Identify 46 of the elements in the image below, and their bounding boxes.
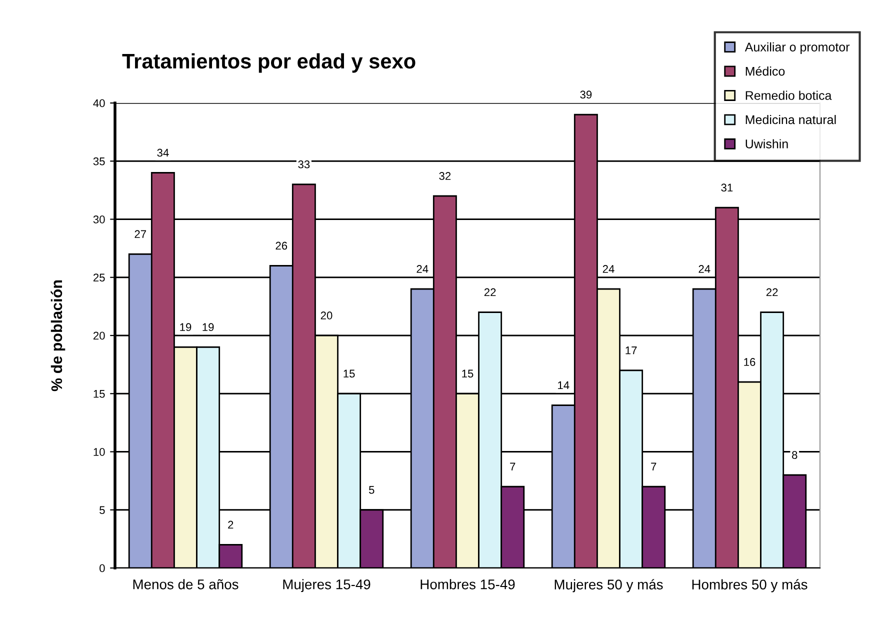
y-tick-label: 35 bbox=[93, 157, 105, 166]
data-label: 19 bbox=[180, 323, 192, 332]
legend-label: Medicina natural bbox=[746, 114, 836, 124]
data-label: 34 bbox=[157, 148, 169, 157]
data-label: 33 bbox=[298, 160, 310, 168]
data-label: 22 bbox=[484, 288, 496, 296]
data-label: 16 bbox=[744, 358, 756, 366]
legend-label: Auxiliar o promotor bbox=[744, 42, 850, 54]
data-label: 7 bbox=[510, 462, 516, 470]
data-label: 8 bbox=[792, 451, 798, 459]
data-label: 24 bbox=[416, 265, 428, 273]
data-label: 14 bbox=[558, 381, 570, 390]
data-label: 5 bbox=[368, 486, 374, 494]
data-label: 31 bbox=[721, 184, 733, 192]
data-label: 15 bbox=[462, 370, 474, 378]
data-label: 17 bbox=[626, 346, 637, 354]
data-label: 39 bbox=[580, 90, 592, 99]
y-tick-label: 15 bbox=[94, 390, 105, 398]
data-label: 2 bbox=[228, 520, 234, 529]
data-label: 19 bbox=[202, 323, 214, 332]
data-label: 15 bbox=[344, 370, 355, 378]
data-label: 32 bbox=[439, 172, 451, 180]
data-label: 24 bbox=[698, 265, 710, 273]
y-tick-label: 5 bbox=[100, 506, 105, 514]
y-tick-label: 0 bbox=[100, 564, 105, 572]
chart-title: Tratamientos por edad y sexo bbox=[122, 53, 416, 73]
data-label: 27 bbox=[134, 230, 146, 238]
legend-label: Remedio botica bbox=[746, 90, 832, 100]
y-axis-title: % de población bbox=[50, 280, 66, 392]
x-tick-label: Menos de 5 años bbox=[133, 579, 238, 590]
legend-label: Uwishin bbox=[746, 139, 788, 148]
data-label: 24 bbox=[602, 265, 614, 273]
data-label: 26 bbox=[276, 242, 288, 250]
y-tick-label: 10 bbox=[94, 448, 105, 456]
y-tick-label: 25 bbox=[93, 274, 105, 282]
data-label: 20 bbox=[320, 312, 332, 320]
y-tick-label: 20 bbox=[93, 332, 105, 340]
x-tick-label: Hombres 15-49 bbox=[420, 579, 515, 590]
y-tick-label: 30 bbox=[93, 216, 105, 224]
legend-label: Médico bbox=[746, 66, 785, 76]
y-tick-label: 40 bbox=[93, 99, 105, 108]
x-tick-label: Hombres 50 y más bbox=[692, 579, 808, 592]
x-tick-label: Mujeres 15-49 bbox=[283, 579, 370, 592]
data-label: 7 bbox=[651, 462, 656, 470]
x-tick-label: Mujeres 50 y más bbox=[554, 579, 663, 592]
data-label: 22 bbox=[766, 288, 778, 296]
